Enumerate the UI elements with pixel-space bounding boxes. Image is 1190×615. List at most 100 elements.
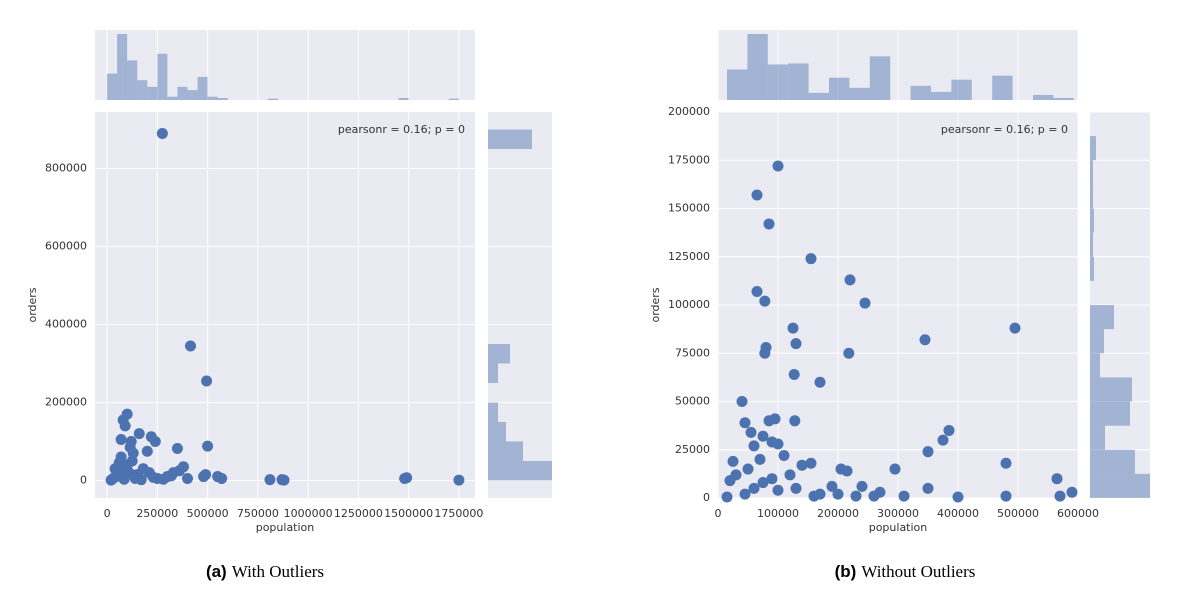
hist-bar xyxy=(767,64,789,100)
hist-bar xyxy=(217,98,228,100)
point xyxy=(742,463,754,475)
hist-bar xyxy=(488,129,532,150)
point xyxy=(201,375,213,387)
point xyxy=(796,459,808,471)
point xyxy=(1066,486,1078,498)
x-tick-label: 0 xyxy=(715,507,722,520)
y-tick-label: 125000 xyxy=(668,250,710,263)
caption-label: (b) xyxy=(835,562,857,581)
point xyxy=(859,297,871,309)
point xyxy=(943,424,955,436)
point xyxy=(171,442,183,454)
point xyxy=(766,473,778,485)
hist-bar xyxy=(1090,256,1094,281)
point xyxy=(133,428,145,440)
hist-bar xyxy=(177,86,188,100)
point xyxy=(772,160,784,172)
point xyxy=(778,450,790,462)
hist-bar xyxy=(117,34,128,100)
hist-bar xyxy=(869,56,891,100)
hist-bar xyxy=(747,34,768,100)
x-tick-label: 1750000 xyxy=(434,507,483,520)
point xyxy=(751,189,763,201)
y-tick-label: 200000 xyxy=(45,395,87,408)
point xyxy=(868,490,880,502)
x-tick-label: 200000 xyxy=(817,507,859,520)
point xyxy=(790,482,802,494)
x-axis-label: population xyxy=(869,521,928,534)
hist-bar xyxy=(727,69,748,100)
hist-bar xyxy=(1090,377,1132,402)
point xyxy=(844,274,856,286)
hist-bar xyxy=(849,87,870,100)
point xyxy=(789,415,801,427)
y-tick-label: 400000 xyxy=(45,317,87,330)
x-tick-label: 400000 xyxy=(937,507,979,520)
right-hist-background xyxy=(488,112,552,498)
point xyxy=(173,465,185,477)
point xyxy=(814,376,826,388)
point xyxy=(805,253,817,265)
point xyxy=(453,474,465,486)
x-tick-label: 500000 xyxy=(187,507,229,520)
y-tick-label: 800000 xyxy=(45,162,87,175)
point xyxy=(115,434,127,446)
point xyxy=(1051,473,1063,485)
hist-bar xyxy=(829,77,850,100)
joint-plot: 0 250000 500000 750000 1000000 1250000 1500000… xyxy=(26,30,552,581)
point xyxy=(763,218,775,230)
hist-bar xyxy=(488,402,498,422)
point xyxy=(135,474,147,486)
hist-bar xyxy=(488,363,498,383)
point xyxy=(748,482,760,494)
hist-bar xyxy=(1090,305,1114,330)
hist-bar xyxy=(207,96,218,100)
hist-bar xyxy=(448,98,459,100)
point xyxy=(185,340,197,352)
point xyxy=(748,440,760,452)
y-tick-label: 100000 xyxy=(668,298,710,311)
hist-bar xyxy=(167,96,178,100)
x-tick-label: 250000 xyxy=(136,507,178,520)
y-tick-label: 50000 xyxy=(675,395,710,408)
point xyxy=(772,438,784,450)
point xyxy=(922,482,934,494)
x-tick-label: 1500000 xyxy=(384,507,433,520)
point xyxy=(757,477,769,489)
point xyxy=(814,488,826,500)
caption-label: (a) xyxy=(206,562,227,581)
point xyxy=(1054,490,1066,502)
point xyxy=(763,415,775,427)
point xyxy=(165,470,177,482)
point xyxy=(156,127,168,139)
hist-bar xyxy=(1090,232,1093,257)
point xyxy=(772,484,784,496)
point xyxy=(115,451,127,463)
hist-bar xyxy=(107,73,118,100)
hist-bar xyxy=(197,76,208,100)
hist-bar xyxy=(267,98,278,100)
point xyxy=(898,490,910,502)
hist-bar xyxy=(788,63,809,100)
point xyxy=(843,347,855,359)
annotation: pearsonr = 0.16; p = 0 xyxy=(338,123,465,136)
point xyxy=(216,473,228,485)
point xyxy=(850,490,862,502)
caption: (b) Without Outliers xyxy=(835,562,976,582)
hist-bar xyxy=(931,91,952,100)
hist-bar xyxy=(488,421,506,442)
hist-bar xyxy=(1090,160,1093,185)
point xyxy=(1000,457,1012,469)
y-axis-label: orders xyxy=(26,287,39,322)
y-tick-label: 150000 xyxy=(668,202,710,215)
caption: (a) With Outliers xyxy=(206,562,324,582)
point xyxy=(889,463,901,475)
hist-bar xyxy=(157,53,168,100)
hist-bar xyxy=(1090,208,1094,233)
hist-bar xyxy=(1090,473,1150,498)
hist-bar xyxy=(1090,184,1093,209)
hist-bar xyxy=(1053,97,1074,100)
y-tick-label: 600000 xyxy=(45,240,87,253)
hist-bar xyxy=(187,90,198,100)
